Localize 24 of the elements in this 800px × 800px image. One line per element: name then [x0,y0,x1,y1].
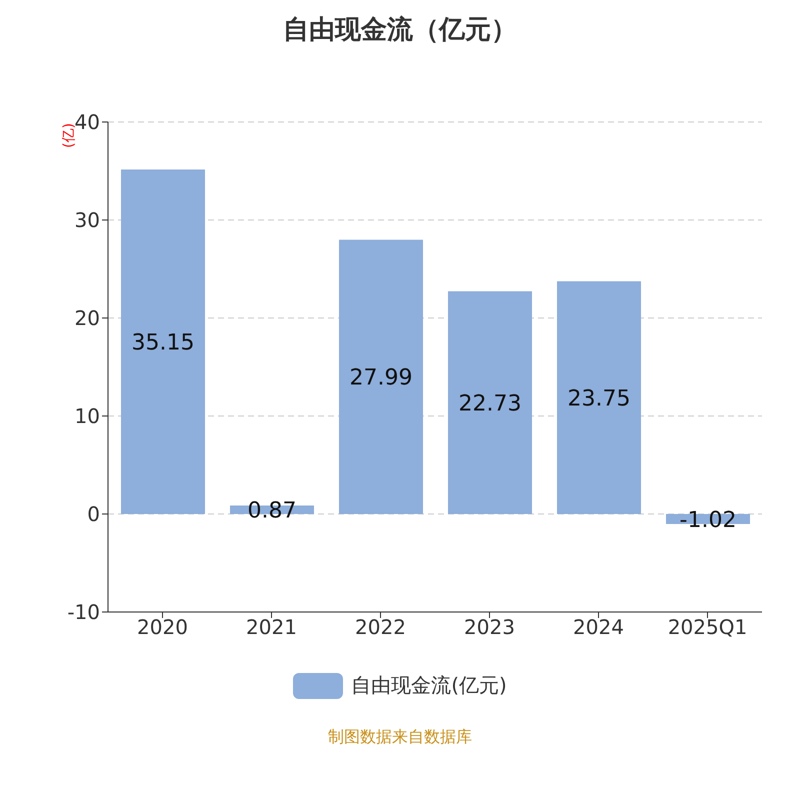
data-label: 23.75 [568,386,630,412]
y-axis-title: (亿) [60,123,77,148]
data-label: 27.99 [350,366,412,391]
x-tick-label: 2025Q1 [668,615,748,640]
chart-title: 自由现金流（亿元） [282,14,518,47]
x-tick-label: 2023 [464,615,515,640]
bar [121,170,205,514]
y-tick-label: 0 [87,502,100,526]
x-tick-label: 2024 [573,615,624,640]
y-tick-label: 20 [74,306,100,330]
text: 制图数据来自数据库 [327,727,473,748]
bar [339,240,423,514]
x-tick-label: 2020 [137,615,188,640]
x-tick-label: 2022 [355,615,406,640]
bar [557,281,641,514]
y-tick-label: 40 [74,110,100,134]
y-tick-label: 10 [74,404,100,428]
legend-label: 自由现金流(亿元) [351,672,507,699]
y-tick-label: 30 [74,208,100,232]
y-tick-label: -10 [67,600,100,624]
bar [448,291,532,514]
data-label: 35.15 [132,330,194,356]
data-label: 22.73 [458,391,522,416]
x-tick-label: 2021 [246,615,297,640]
